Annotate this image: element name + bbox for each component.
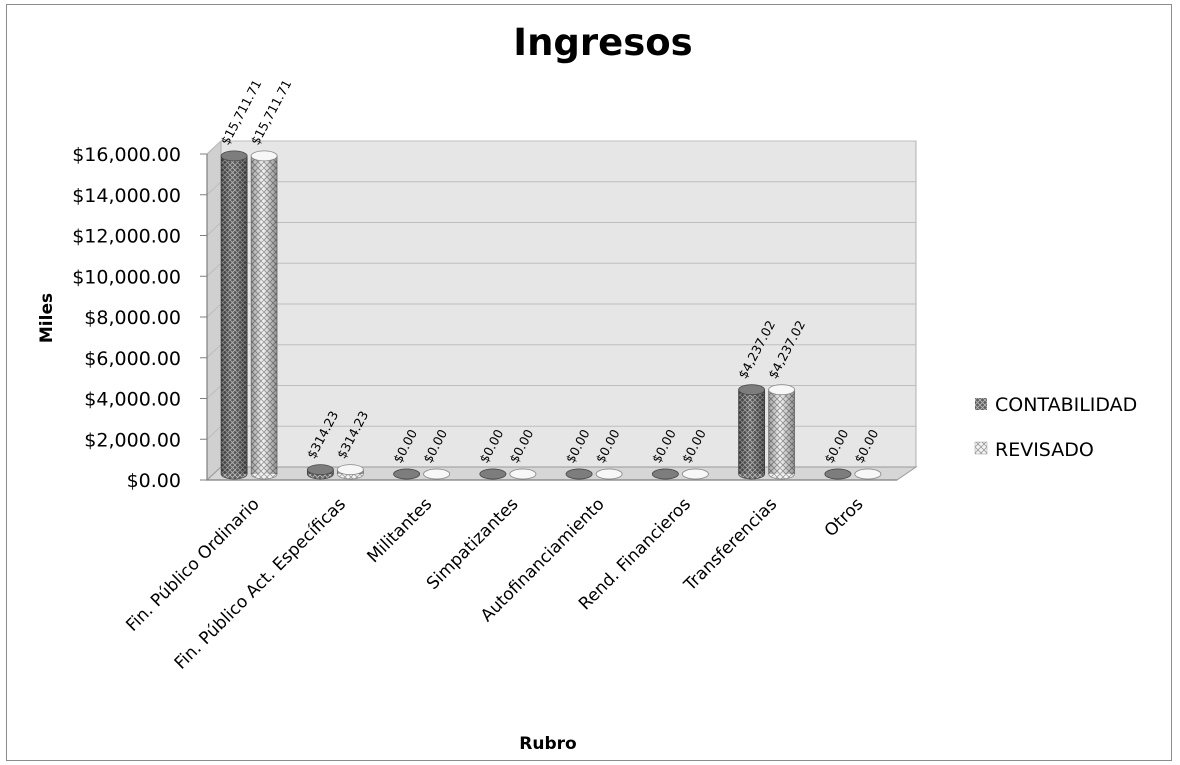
bar-shade xyxy=(221,155,248,474)
y-tick-label: $0.00 xyxy=(127,470,181,492)
y-axis: $0.00 $2,000.00 $4,000.00 $6,000.00 $8,000.0… xyxy=(72,144,897,492)
bar xyxy=(306,464,334,480)
x-tick-label: Militantes xyxy=(364,494,437,567)
bar-cap xyxy=(681,468,709,480)
bar-cap xyxy=(479,468,507,480)
bar xyxy=(768,384,796,480)
y-tick-label: $2,000.00 xyxy=(84,429,181,451)
bars xyxy=(220,150,882,480)
bar xyxy=(479,468,507,480)
y-tick-label: $10,000.00 xyxy=(72,266,181,288)
y-tick-label: $14,000.00 xyxy=(72,185,181,207)
bar-shade xyxy=(738,389,765,474)
x-tick-label: Otros xyxy=(821,494,868,541)
bar-cap xyxy=(393,468,421,480)
bar xyxy=(738,384,766,480)
y-tick-label: $6,000.00 xyxy=(84,348,181,370)
bar-cap xyxy=(509,468,537,480)
y-axis-title: Miles xyxy=(37,293,57,343)
bar xyxy=(565,468,593,480)
gridline xyxy=(206,140,916,155)
legend-label-contabilidad: CONTABILIDAD xyxy=(995,394,1137,416)
bar-cap xyxy=(336,464,364,475)
x-tick-label: Simpatizantes xyxy=(423,494,523,594)
legend-swatch-revisado xyxy=(974,441,988,455)
bar xyxy=(595,468,623,480)
bar xyxy=(250,150,278,480)
plot-walls xyxy=(205,139,918,482)
bar-cap xyxy=(306,464,334,475)
bar xyxy=(423,468,451,480)
x-tick-label: Transferencias xyxy=(680,494,782,596)
y-tick-label: $4,000.00 xyxy=(84,389,181,411)
bar-cap xyxy=(824,468,852,480)
legend-swatch-contabilidad xyxy=(975,398,987,410)
bar xyxy=(651,468,679,480)
y-tick-label: $12,000.00 xyxy=(72,226,181,248)
bar-cap xyxy=(423,468,451,480)
bar-cap xyxy=(595,468,623,480)
bar-cap xyxy=(854,468,882,480)
bar xyxy=(824,468,852,480)
bar xyxy=(509,468,537,480)
bar xyxy=(220,150,248,480)
x-axis-title: Rubro xyxy=(519,734,576,754)
bar xyxy=(854,468,882,480)
legend-label-revisado: REVISADO xyxy=(995,439,1094,461)
bar-cap xyxy=(250,150,278,162)
y-tick-label: $8,000.00 xyxy=(84,307,181,329)
x-tick-label: Fin. Público Act. Específicas xyxy=(171,494,350,673)
chart-title: Ingresos xyxy=(513,21,692,64)
bar-cap xyxy=(565,468,593,480)
bar xyxy=(393,468,421,480)
bar-cap xyxy=(768,384,796,396)
bar xyxy=(681,468,709,480)
y-tick-label: $16,000.00 xyxy=(72,144,181,166)
bar-shade xyxy=(768,389,795,474)
bar-cap xyxy=(220,150,248,162)
bar xyxy=(336,464,364,480)
bar-cap xyxy=(738,384,766,396)
bar-shade xyxy=(251,155,278,474)
legend: CONTABILIDAD REVISADO xyxy=(974,394,1137,461)
bar-cap xyxy=(651,468,679,480)
